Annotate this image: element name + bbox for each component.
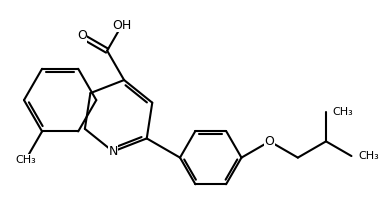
Text: CH₃: CH₃ — [358, 151, 379, 161]
Text: CH₃: CH₃ — [16, 155, 36, 165]
Text: OH: OH — [112, 19, 131, 32]
Text: O: O — [77, 30, 87, 43]
Text: N: N — [109, 145, 118, 158]
Text: O: O — [265, 135, 275, 148]
Text: CH₃: CH₃ — [333, 107, 354, 117]
